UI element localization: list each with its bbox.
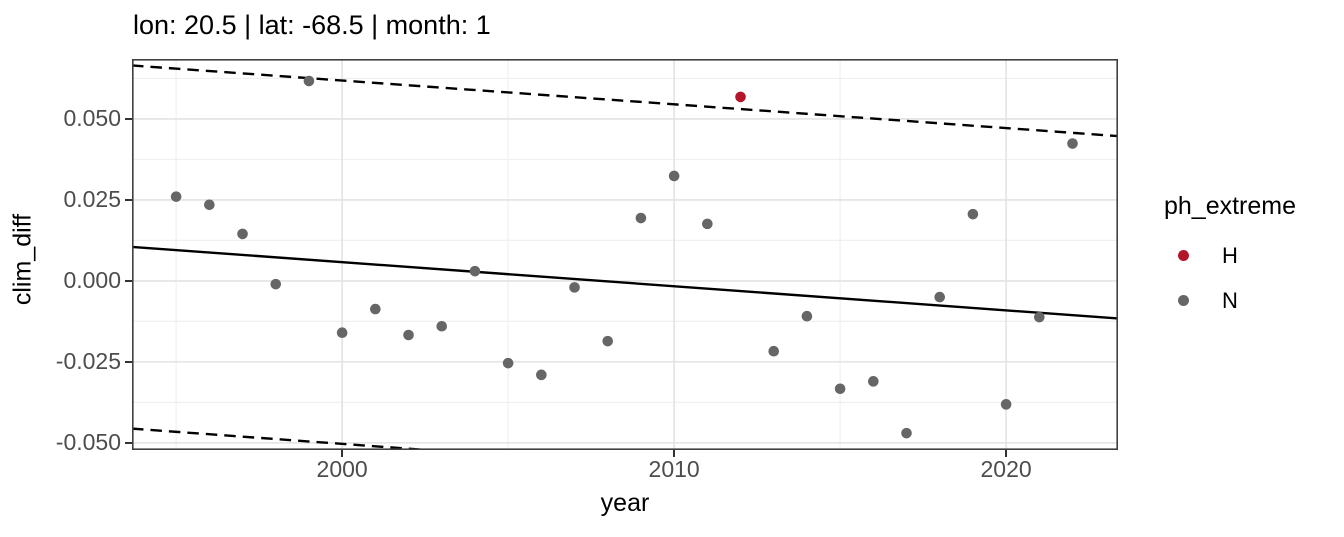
panel-background (132, 59, 1118, 450)
y-tick-mark (125, 279, 132, 282)
data-point-N (170, 191, 182, 202)
y-tick-mark (125, 360, 132, 363)
y-tick-label: 0.025 (63, 186, 121, 213)
data-point-N (436, 320, 448, 332)
legend-key-dot (1178, 250, 1189, 261)
data-point-N (901, 427, 912, 439)
data-point-N (668, 170, 680, 182)
data-point-N (934, 291, 946, 303)
data-point-N (303, 75, 315, 87)
data-point-N (370, 303, 381, 315)
y-tick-label: -0.050 (55, 429, 121, 456)
plot-title: lon: 20.5 | lat: -68.5 | month: 1 (133, 10, 491, 40)
data-point-N (469, 265, 481, 277)
x-axis-title: year (600, 489, 650, 517)
x-tick-mark (341, 450, 344, 457)
data-point-N (834, 383, 846, 395)
y-axis-title: clim_diff (8, 213, 37, 306)
plot-panel (131, 59, 1119, 502)
fit-line (131, 245, 1119, 320)
legend-item-label: N (1222, 288, 1238, 313)
y-tick-label: -0.025 (55, 348, 121, 375)
x-tick-label: 2000 (316, 456, 368, 482)
data-point-N (536, 369, 547, 381)
data-point-N (1034, 311, 1045, 323)
data-point-N (768, 345, 780, 357)
y-tick-label: 0.050 (63, 105, 121, 132)
y-tick-label: 0.000 (63, 267, 121, 294)
legend-key-dot (1178, 295, 1189, 306)
data-point-N (403, 329, 414, 341)
data-point-N (801, 310, 813, 322)
x-tick-mark (1005, 450, 1008, 457)
x-tick-mark (673, 450, 676, 457)
y-tick-mark (125, 198, 132, 201)
panel-border (132, 59, 1119, 450)
y-tick-mark (125, 441, 132, 444)
x-tick-label: 2010 (648, 456, 700, 482)
data-point-N (204, 199, 215, 211)
upper-bound (131, 64, 1119, 138)
plot-canvas (131, 59, 1119, 502)
data-point-N (1067, 138, 1078, 149)
data-point-N (702, 218, 713, 230)
data-point-N (336, 327, 348, 339)
data-point-H (735, 91, 746, 103)
y-tick-mark (125, 117, 132, 120)
x-tick-label: 2020 (980, 456, 1032, 482)
data-point-N (1000, 399, 1012, 410)
data-point-N (602, 335, 614, 347)
legend-title: ph_extreme (1164, 192, 1297, 220)
data-point-N (569, 282, 580, 293)
data-point-N (270, 278, 282, 290)
data-point-N (237, 228, 248, 240)
data-point-N (967, 208, 979, 220)
data-point-N (502, 357, 514, 369)
data-point-N (868, 376, 879, 387)
data-point-N (635, 212, 647, 224)
legend-item-label: H (1222, 243, 1238, 268)
